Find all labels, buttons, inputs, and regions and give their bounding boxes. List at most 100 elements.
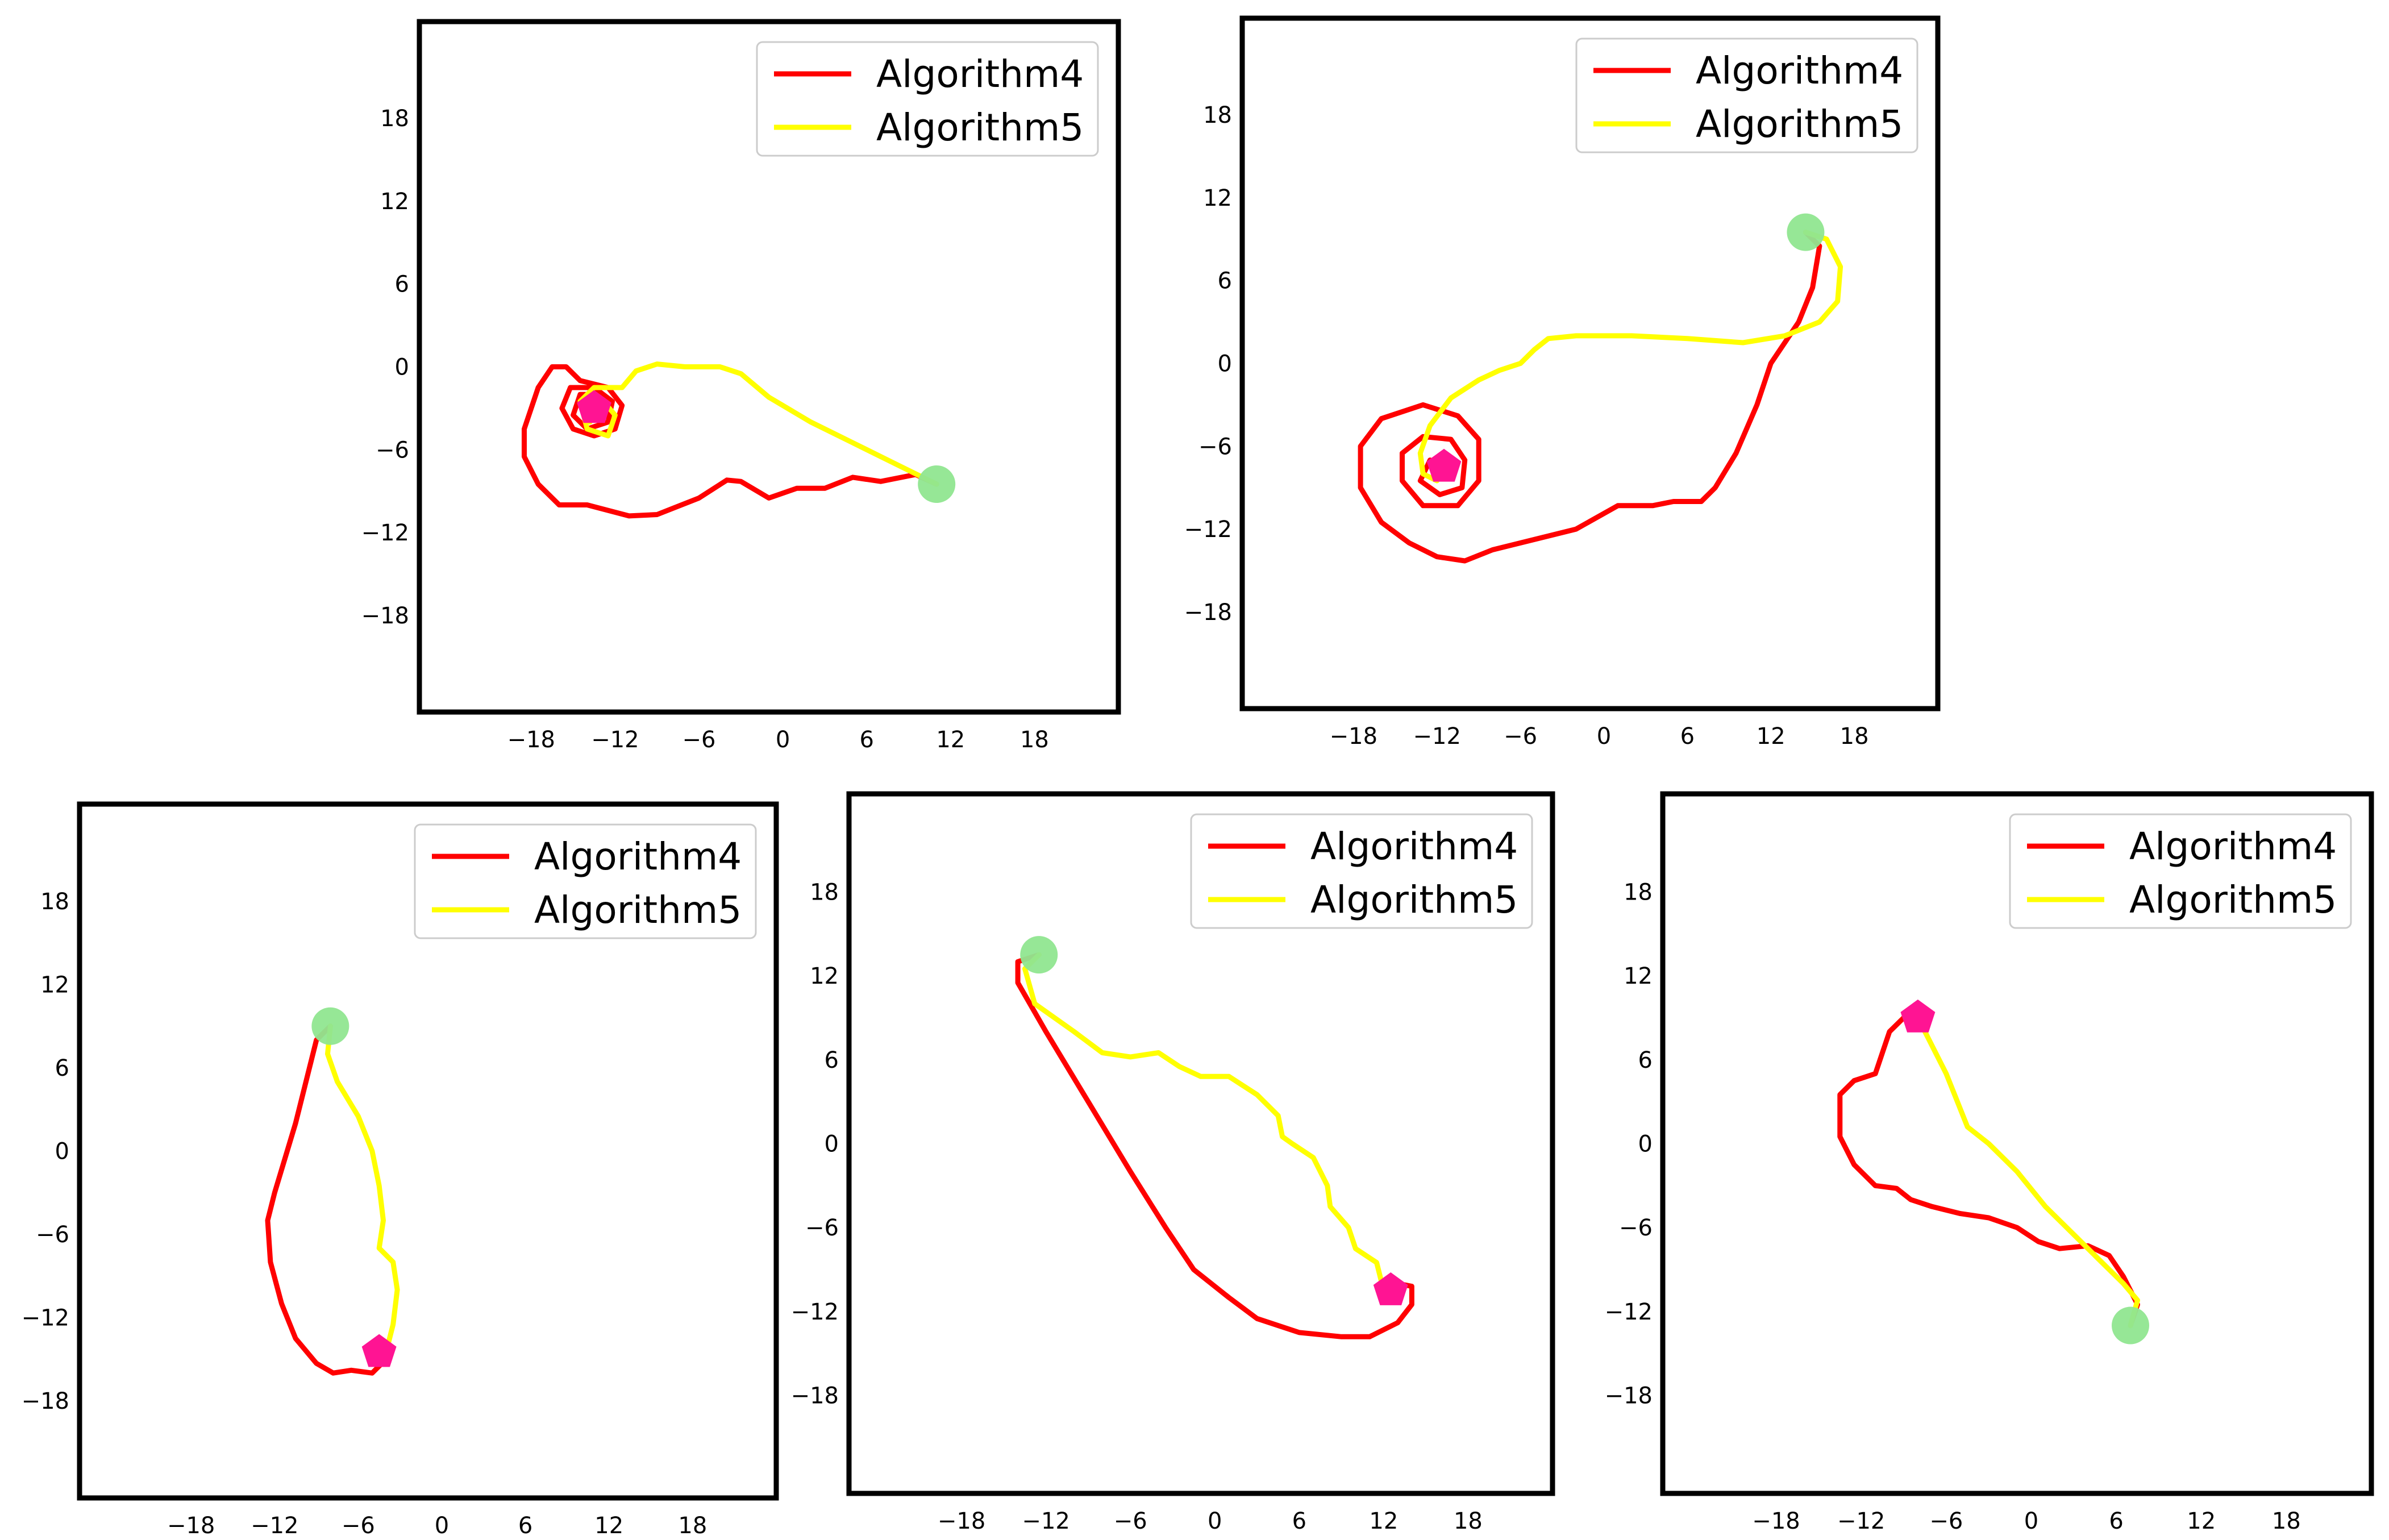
chart4-panel: −18 −12 −6 0 6 12 18 18 12 6 0 −6 −12 −18 Algorithm4 Al…	[1605, 791, 2374, 1534]
chart4-legend-label: Algorithm4	[2129, 825, 2337, 868]
chart4-legend-label: Algorithm5	[2129, 878, 2337, 922]
chart3-xtick-label: −6	[1114, 1508, 1147, 1534]
chart1-legend-label: Algorithm4	[1696, 49, 1903, 93]
chart0-ytick-label: −12	[361, 520, 409, 546]
chart0-panel: −18 −12 −6 0 6 12 18 18 12 6 0 −6 −12 −18 Algorithm4 Al…	[361, 19, 1121, 753]
chart4-xtick-label: 18	[2272, 1508, 2301, 1534]
chart4-ytick-label: 6	[1638, 1047, 1653, 1073]
chart4-xtick-label: 6	[2109, 1508, 2123, 1534]
chart1-ytick-label: −18	[1184, 600, 1232, 626]
chart4-ytick-label: −18	[1605, 1383, 1653, 1409]
chart3-goal-marker	[1373, 1272, 1408, 1305]
chart2-xtick-label: 12	[594, 1513, 623, 1539]
chart3-ytick-label: −12	[791, 1299, 839, 1325]
chart0-xtick-label: −12	[591, 727, 639, 753]
chart1-panel: −18 −12 −6 0 6 12 18 18 12 6 0 −6 −12 −18 Algorithm4 Al…	[1184, 15, 1941, 750]
chart3-ytick-label: 18	[810, 879, 839, 905]
chart1-ytick-label: −12	[1184, 517, 1232, 543]
chart1-start-marker	[1787, 213, 1825, 251]
chart2-xtick-label: 0	[435, 1513, 449, 1539]
chart1-xtick-label: −6	[1504, 723, 1537, 750]
chart0-xtick-label: 0	[776, 727, 790, 753]
chart1-goal-marker	[1426, 448, 1462, 482]
chart3-xtick-label: 0	[1208, 1508, 1222, 1534]
chart4-xtick-label: 0	[2024, 1508, 2038, 1534]
chart3-legend-label: Algorithm4	[1310, 825, 1518, 868]
chart3-xtick-label: −12	[1022, 1508, 1069, 1534]
chart2-panel: −18 −12 −6 0 6 12 18 18 12 6 0 −6 −12 −18 Algorithm4 Al…	[22, 801, 779, 1539]
chart0-ytick-label: 6	[395, 272, 409, 298]
chart1-ytick-label: 18	[1203, 102, 1232, 128]
chart3-ytick-label: 12	[810, 963, 839, 989]
chart1-xtick-label: 12	[1757, 723, 1785, 750]
chart2-start-marker	[311, 1007, 349, 1045]
chart3-ytick-label: −18	[791, 1383, 839, 1409]
chart3-ytick-label: 6	[825, 1047, 839, 1073]
chart2-ytick-label: 18	[40, 889, 69, 915]
chart1-ytick-label: 6	[1218, 268, 1232, 294]
chart2-ytick-label: −12	[22, 1305, 69, 1331]
chart3-xtick-label: 6	[1292, 1508, 1306, 1534]
chart0-ytick-label: −6	[376, 437, 409, 463]
chart3-legend-label: Algorithm5	[1310, 878, 1518, 922]
chart1-xtick-label: 18	[1840, 723, 1869, 750]
chart0-ytick-label: −18	[361, 603, 409, 629]
chart4-ytick-label: −6	[1619, 1215, 1653, 1241]
chart1-xtick-label: 6	[1680, 723, 1695, 750]
chart4-xtick-label: 12	[2187, 1508, 2216, 1534]
chart2-legend-label: Algorithm4	[534, 835, 742, 879]
chart2-series-algorithm5	[325, 1023, 400, 1355]
chart1-series-algorithm5	[1417, 230, 1843, 484]
chart2-xtick-label: −12	[251, 1513, 298, 1539]
chart2-series-algorithm4	[265, 1023, 389, 1376]
chart3-ytick-label: −6	[805, 1215, 839, 1241]
chart0-ytick-label: 0	[395, 355, 409, 381]
chart0-xtick-label: −6	[682, 727, 716, 753]
chart2-xtick-label: −18	[167, 1513, 215, 1539]
chart4-ytick-label: 18	[1624, 879, 1653, 905]
chart2-xtick-label: 6	[518, 1513, 532, 1539]
chart4-ytick-label: 12	[1624, 963, 1653, 989]
chart0-start-marker	[918, 465, 956, 503]
chart3-panel: −18 −12 −6 0 6 12 18 18 12 6 0 −6 −12 −18 Algorithm4 Al…	[791, 791, 1555, 1534]
chart1-xtick-label: 0	[1597, 723, 1611, 750]
chart1-ytick-label: 0	[1218, 351, 1232, 377]
chart2-ytick-label: 0	[55, 1139, 69, 1165]
chart2-xtick-label: −6	[342, 1513, 375, 1539]
chart2-ytick-label: −6	[36, 1222, 69, 1248]
chart2-ytick-label: 12	[40, 972, 69, 998]
chart1-ytick-label: 12	[1203, 185, 1232, 211]
chart1-series-algorithm4	[1358, 230, 1822, 564]
chart4-ytick-label: −12	[1605, 1299, 1653, 1325]
chart0-ytick-label: 12	[380, 189, 409, 215]
chart2-goal-marker	[361, 1334, 397, 1367]
chart3-start-marker	[1020, 936, 1058, 974]
chart3-series-algorithm5	[1022, 952, 1387, 1293]
chart4-xtick-label: −18	[1752, 1508, 1800, 1534]
chart0-goal-marker	[577, 390, 611, 423]
chart3-xtick-label: −18	[938, 1508, 985, 1534]
chart0-series-algorithm4	[522, 364, 939, 519]
chart2-ytick-label: −18	[22, 1388, 69, 1414]
chart0-xtick-label: −18	[507, 727, 555, 753]
chart2-legend-label: Algorithm5	[534, 888, 742, 932]
chart3-ytick-label: 0	[825, 1131, 839, 1158]
chart1-ytick-label: −6	[1198, 434, 1232, 460]
chart4-series-algorithm4	[1837, 1015, 2140, 1329]
chart4-start-marker	[2112, 1306, 2150, 1345]
chart3-xtick-label: 12	[1369, 1508, 1398, 1534]
chart3-series-algorithm4	[1015, 952, 1414, 1339]
chart2-xtick-label: 18	[678, 1513, 707, 1539]
chart0-legend-label: Algorithm4	[876, 52, 1084, 96]
chart4-goal-marker	[1900, 999, 1936, 1033]
chart4-series-algorithm5	[1915, 1015, 2140, 1329]
chart2-ytick-label: 6	[55, 1055, 69, 1081]
chart0-xtick-label: 18	[1020, 727, 1049, 753]
chart0-legend-label: Algorithm5	[876, 106, 1084, 149]
chart4-xtick-label: −6	[1929, 1508, 1963, 1534]
chart1-legend-label: Algorithm5	[1696, 102, 1903, 146]
chart3-xtick-label: 18	[1454, 1508, 1483, 1534]
chart0-xtick-label: 6	[859, 727, 873, 753]
chart1-xtick-label: −18	[1330, 723, 1377, 750]
